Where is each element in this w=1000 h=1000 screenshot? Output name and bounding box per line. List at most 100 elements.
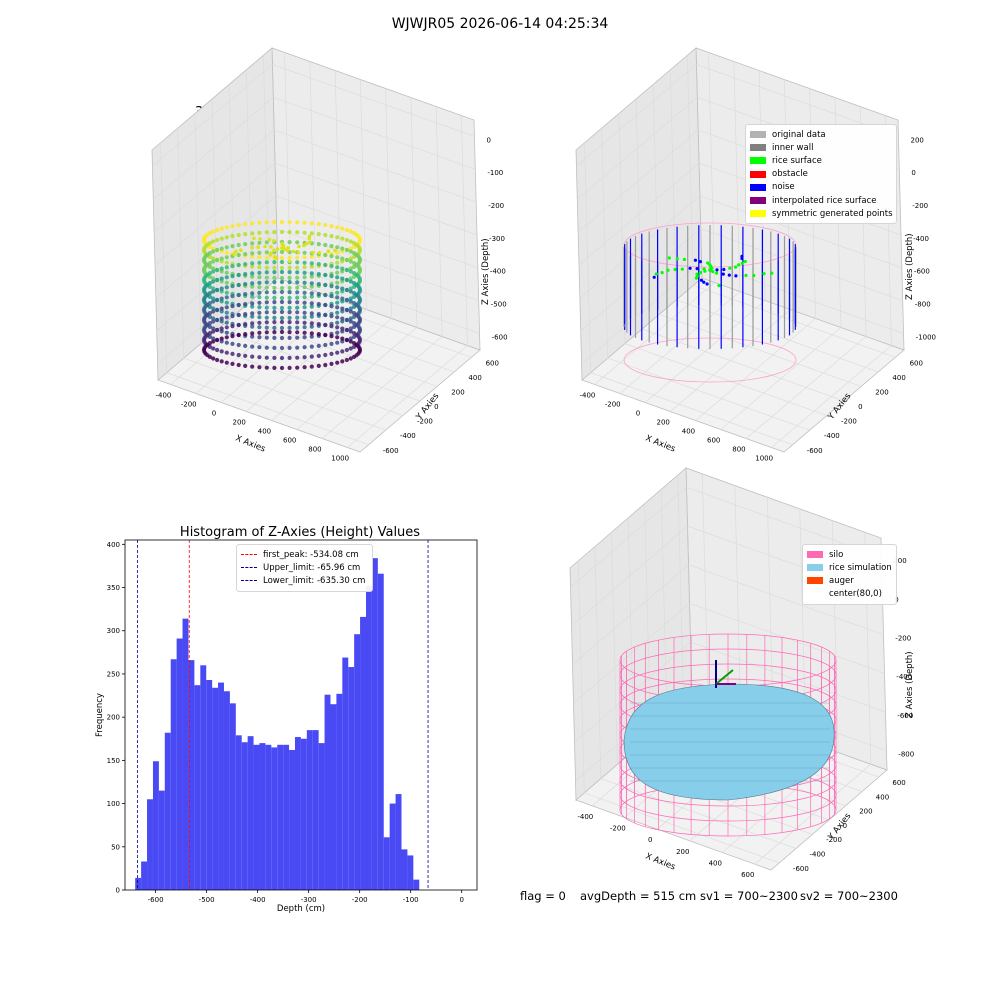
histogram-y-axis-label: Frequency xyxy=(95,693,105,737)
classify-point xyxy=(752,273,756,278)
raw-point xyxy=(302,250,307,255)
simulation-legend: silo rice simulation auger center(80,0) xyxy=(802,544,897,605)
histogram-bar xyxy=(306,730,313,890)
raw-point xyxy=(230,274,235,279)
raw-point xyxy=(257,290,262,295)
histogram-bar xyxy=(241,742,248,890)
classify-axes-x-tick-label: -400 xyxy=(579,392,595,400)
classify-point xyxy=(722,267,726,272)
raw-point xyxy=(211,246,216,251)
classify-point xyxy=(702,280,706,284)
raw-point xyxy=(279,329,285,335)
histogram-x-tick-label: -600 xyxy=(148,896,164,904)
histogram-bar xyxy=(141,861,148,890)
raw-point xyxy=(257,345,262,350)
raw-point xyxy=(257,285,262,290)
raw-point xyxy=(335,280,340,285)
raw-point xyxy=(236,272,241,278)
raw-point xyxy=(329,264,334,269)
histogram-bar xyxy=(300,738,307,890)
raw-point xyxy=(211,339,216,344)
raw-point xyxy=(316,343,321,348)
raw-point xyxy=(243,322,248,327)
raw-point xyxy=(224,300,229,305)
classify-legend-swatch xyxy=(750,170,766,178)
raw-point xyxy=(257,355,262,360)
raw-point xyxy=(236,292,241,298)
raw-point xyxy=(236,222,241,228)
histogram-y-tick-label: 200 xyxy=(107,714,120,722)
raw-axes-z-tick-label: -300 xyxy=(489,235,505,243)
raw-point xyxy=(215,227,220,233)
raw-point xyxy=(340,326,345,331)
histogram-legend-entry: Lower_limit: -635.30 cm xyxy=(241,574,368,587)
raw-point xyxy=(215,277,220,283)
raw-point xyxy=(335,235,340,240)
raw-point xyxy=(340,316,345,321)
raw-surface-point xyxy=(252,236,256,241)
histogram-bar xyxy=(265,744,272,890)
raw-point xyxy=(287,305,292,310)
histogram-bar xyxy=(253,744,260,890)
classify-point-cloud xyxy=(623,222,797,383)
raw-point xyxy=(295,310,300,315)
raw-point xyxy=(224,295,229,300)
raw-point xyxy=(211,316,216,321)
raw-point xyxy=(272,330,277,335)
raw-point xyxy=(243,332,248,337)
raw-point xyxy=(287,280,292,285)
classify-axes-xgrid xyxy=(594,52,715,385)
raw-axes-x-tick-label: -400 xyxy=(155,392,171,400)
raw-point xyxy=(279,315,285,321)
raw-point xyxy=(323,352,328,358)
raw-point xyxy=(279,255,285,261)
raw-point xyxy=(257,335,262,340)
raw-point-cloud xyxy=(201,219,363,371)
histogram-bar xyxy=(383,837,390,890)
raw-point xyxy=(287,275,292,280)
raw-point xyxy=(344,247,349,253)
raw-point xyxy=(243,272,248,277)
raw-point xyxy=(348,246,353,251)
raw-point xyxy=(250,221,255,226)
raw-point xyxy=(236,252,241,258)
raw-point xyxy=(344,227,349,233)
raw-point xyxy=(279,269,285,275)
raw-surface-point xyxy=(250,245,254,250)
simulation-legend-entry: center(80,0) xyxy=(807,588,892,601)
raw-point xyxy=(224,310,229,315)
classify-axes-ygrid xyxy=(618,113,828,416)
classify-point xyxy=(688,266,692,270)
raw-point xyxy=(302,260,307,265)
raw-point xyxy=(357,236,362,241)
raw-axes-zgrid xyxy=(153,96,476,200)
raw-point xyxy=(348,269,353,274)
raw-point xyxy=(224,320,229,325)
raw-point xyxy=(272,275,277,280)
classify-legend-swatch xyxy=(750,131,766,139)
raw-point xyxy=(257,240,262,245)
raw-point xyxy=(219,256,224,261)
raw-axes-y-tick-label: 200 xyxy=(451,388,464,396)
raw-point xyxy=(236,242,241,248)
raw-point xyxy=(211,296,216,301)
raw-z-axis-label: Z Axies (Depth) xyxy=(481,238,491,305)
raw-point xyxy=(302,220,307,225)
raw-point xyxy=(329,284,334,289)
raw-point xyxy=(211,356,216,361)
histogram-x-tick-label: -200 xyxy=(352,896,368,904)
raw-point xyxy=(302,230,307,235)
raw-point xyxy=(295,325,300,330)
classify-legend-label: rice surface xyxy=(772,155,822,166)
raw-point xyxy=(344,237,349,243)
simulation-axes-y-tick-label: -600 xyxy=(793,865,809,873)
raw-point xyxy=(250,311,255,316)
classify-axes-ygrid xyxy=(601,128,810,431)
raw-point xyxy=(224,270,229,275)
classify-z-axis-label: Z Axies (Depth) xyxy=(905,233,915,300)
raw-point xyxy=(309,321,314,326)
raw-point xyxy=(224,350,229,355)
raw-point xyxy=(215,347,220,353)
classify-point xyxy=(680,267,684,271)
raw-axes-y-tick-label: 0 xyxy=(434,403,438,411)
